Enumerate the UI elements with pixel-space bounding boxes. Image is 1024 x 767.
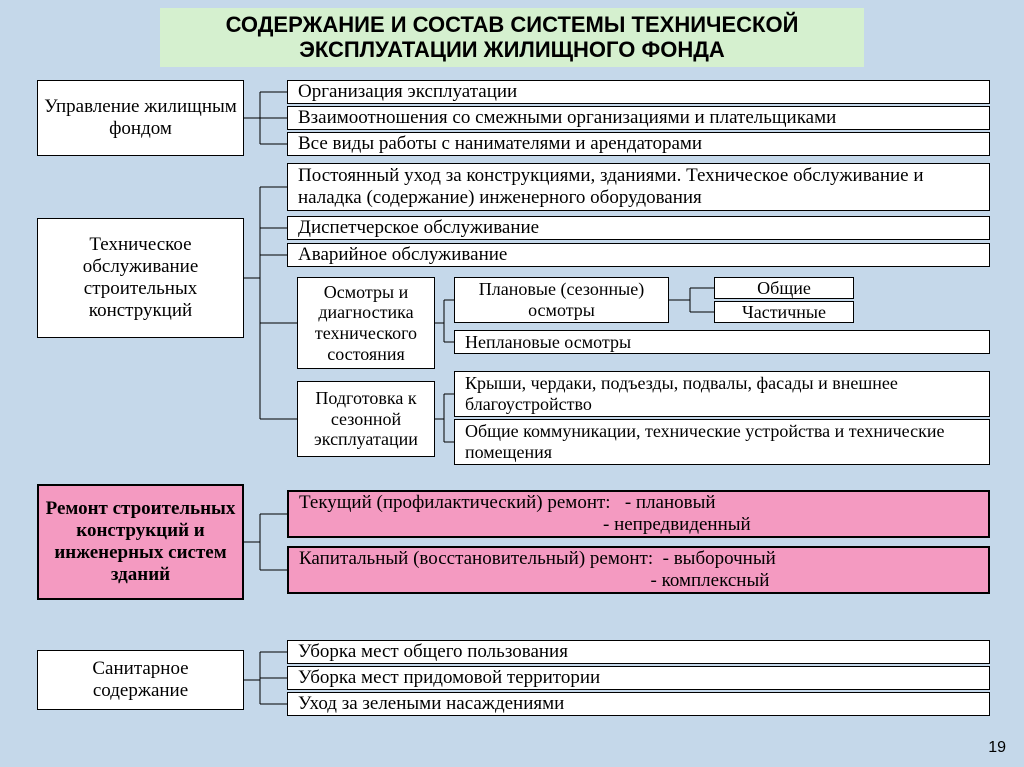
s1-item-0: Организация эксплуатации: [287, 80, 990, 104]
s1-main: Управление жилищным фондом: [37, 80, 244, 156]
s2-sub1-b: Неплановые осмотры: [454, 330, 990, 354]
s3-a-text: Текущий (профилактический) ремонт: - пла…: [299, 492, 751, 536]
s2-main: Техническое обслуживание строительных ко…: [37, 218, 244, 338]
s2-sub2-b: Общие коммуникации, технические устройст…: [454, 419, 990, 465]
s3-main: Ремонт строительных конструкций и инжене…: [37, 484, 244, 600]
s1-item-2: Все виды работы с нанимателями и арендат…: [287, 132, 990, 156]
s2-sub1-a: Плановые (сезонные) осмотры: [454, 277, 669, 323]
s4-item-2: Уход за зелеными насаждениями: [287, 692, 990, 716]
slide-title: СОДЕРЖАНИЕ И СОСТАВ СИСТЕМЫ ТЕХНИЧЕСКОЙ …: [160, 8, 864, 67]
s2-item-2: Аварийное обслуживание: [287, 243, 990, 267]
s1-item-1: Взаимоотношения со смежными организациям…: [287, 106, 990, 130]
s4-item-1: Уборка мест придомовой территории: [287, 666, 990, 690]
s2-sub2-a: Крыши, чердаки, подъезды, подвалы, фасад…: [454, 371, 990, 417]
s2-sub1-a1: Общие: [714, 277, 854, 299]
s4-item-0: Уборка мест общего пользования: [287, 640, 990, 664]
page-number: 19: [988, 739, 1006, 757]
s3-a: Текущий (профилактический) ремонт: - пла…: [287, 490, 990, 538]
s3-b: Капитальный (восстановительный) ремонт: …: [287, 546, 990, 594]
s2-sub1-a2: Частичные: [714, 301, 854, 323]
s4-main: Санитарное содержание: [37, 650, 244, 710]
s2-sub2: Подготовка к сезонной эксплуатации: [297, 381, 435, 457]
s2-item-0: Постоянный уход за конструкциями, здания…: [287, 163, 990, 211]
s2-item-1: Диспетчерское обслуживание: [287, 216, 990, 240]
s2-sub1: Осмотры и диагностика технического состо…: [297, 277, 435, 369]
s3-b-text: Капитальный (восстановительный) ремонт: …: [299, 548, 776, 592]
